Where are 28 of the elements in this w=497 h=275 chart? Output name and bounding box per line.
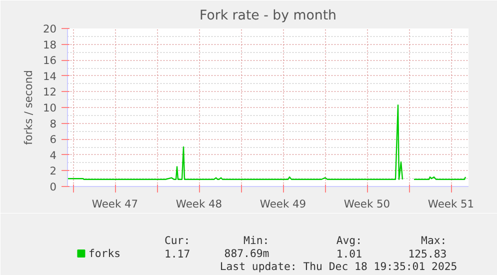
text: Cur:	[164, 234, 190, 247]
y-tick-label: 18	[42, 38, 57, 52]
y-tick-label: 0	[50, 180, 57, 194]
text: 887.69m	[224, 247, 270, 260]
text: 1.01	[336, 248, 362, 260]
x-tick-label: Week 50	[344, 198, 390, 210]
text: 125.83	[408, 248, 447, 260]
x-tick-label: Week 49	[260, 198, 306, 210]
y-tick-label: 4	[50, 148, 57, 162]
x-tick-label: Week 51	[428, 198, 474, 210]
text: Last update: Thu Dec 18 19:35:01 2025	[220, 260, 458, 273]
y-tick-label: 14	[42, 70, 57, 83]
text: Avg:	[336, 234, 362, 247]
x-tick-label: Week 47	[92, 198, 138, 210]
legend-label: forks	[88, 247, 121, 260]
y-tick-label: 12	[42, 86, 57, 99]
text: 1.17	[164, 248, 190, 260]
y-axis-title: forks / second	[22, 70, 35, 145]
y-tick-label: 2	[50, 164, 56, 178]
text: Min:	[244, 234, 270, 247]
chart-title: Fork rate - by month	[200, 8, 336, 24]
x-tick-label: Week 48	[176, 198, 222, 210]
y-tick-label: 20	[42, 22, 57, 36]
y-tick-label: 8	[50, 117, 57, 130]
y-tick-label: 6	[50, 133, 57, 146]
y-tick-label: 10	[42, 102, 57, 114]
text: Max:	[421, 234, 447, 247]
y-tick-label: 16	[42, 54, 57, 68]
